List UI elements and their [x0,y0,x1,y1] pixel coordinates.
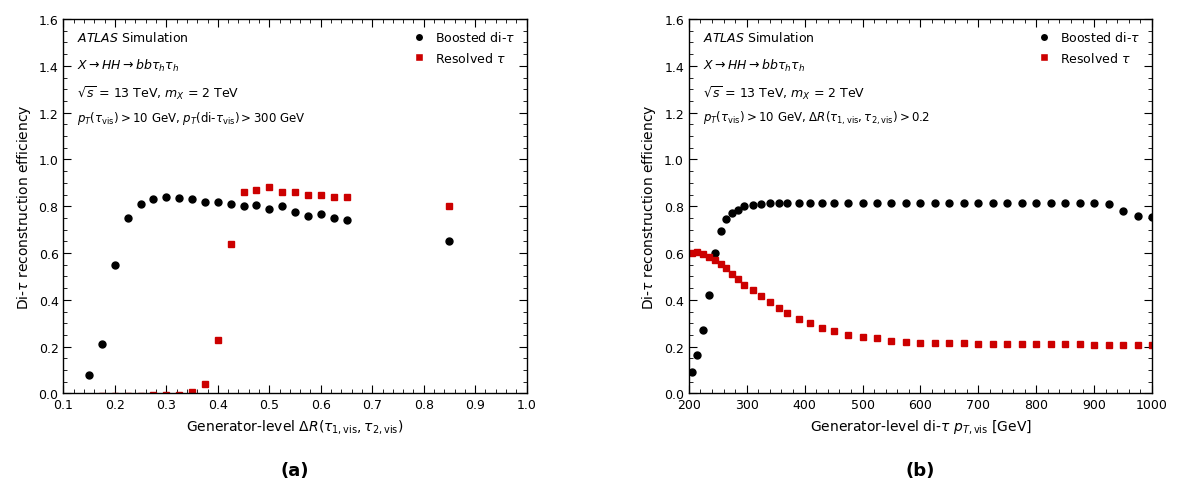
Text: $\bf{\it{ATLAS}}$ Simulation: $\bf{\it{ATLAS}}$ Simulation [703,31,815,45]
X-axis label: Generator-level $\Delta R(\tau_{1,\mathrm{vis}},\tau_{2,\mathrm{vis}})$: Generator-level $\Delta R(\tau_{1,\mathr… [186,417,403,435]
Text: $\sqrt{s}$ = 13 TeV, $m_X$ = 2 TeV: $\sqrt{s}$ = 13 TeV, $m_X$ = 2 TeV [703,84,865,101]
Legend: Boosted di-$\tau$, Resolved $\tau$: Boosted di-$\tau$, Resolved $\tau$ [401,26,521,71]
Y-axis label: Di-$\tau$ reconstruction efficiency: Di-$\tau$ reconstruction efficiency [640,104,659,310]
Text: (a): (a) [280,461,309,479]
Legend: Boosted di-$\tau$, Resolved $\tau$: Boosted di-$\tau$, Resolved $\tau$ [1027,26,1146,71]
Text: $p_T(\tau_{\mathrm{vis}}) > 10$ GeV, $\Delta R(\tau_{1,\mathrm{vis}},\tau_{2,\ma: $p_T(\tau_{\mathrm{vis}}) > 10$ GeV, $\D… [703,109,930,127]
Text: $\bf{\it{ATLAS}}$ Simulation: $\bf{\it{ATLAS}}$ Simulation [77,31,189,45]
Y-axis label: Di-$\tau$ reconstruction efficiency: Di-$\tau$ reconstruction efficiency [15,104,33,310]
Text: $p_T(\tau_{\mathrm{vis}}) > 10$ GeV, $p_T(\mathrm{di}\text{-}\tau_{\mathrm{vis}}: $p_T(\tau_{\mathrm{vis}}) > 10$ GeV, $p_… [77,109,306,127]
Text: $\sqrt{s}$ = 13 TeV, $m_X$ = 2 TeV: $\sqrt{s}$ = 13 TeV, $m_X$ = 2 TeV [77,84,240,101]
Text: (b): (b) [906,461,935,479]
Text: $X \rightarrow HH \rightarrow bb\tau_h\tau_h$: $X \rightarrow HH \rightarrow bb\tau_h\t… [703,57,806,73]
Text: $X \rightarrow HH \rightarrow bb\tau_h\tau_h$: $X \rightarrow HH \rightarrow bb\tau_h\t… [77,57,180,73]
X-axis label: Generator-level di-$\tau$ $p_{T,\mathrm{vis}}$ [GeV]: Generator-level di-$\tau$ $p_{T,\mathrm{… [809,417,1032,435]
